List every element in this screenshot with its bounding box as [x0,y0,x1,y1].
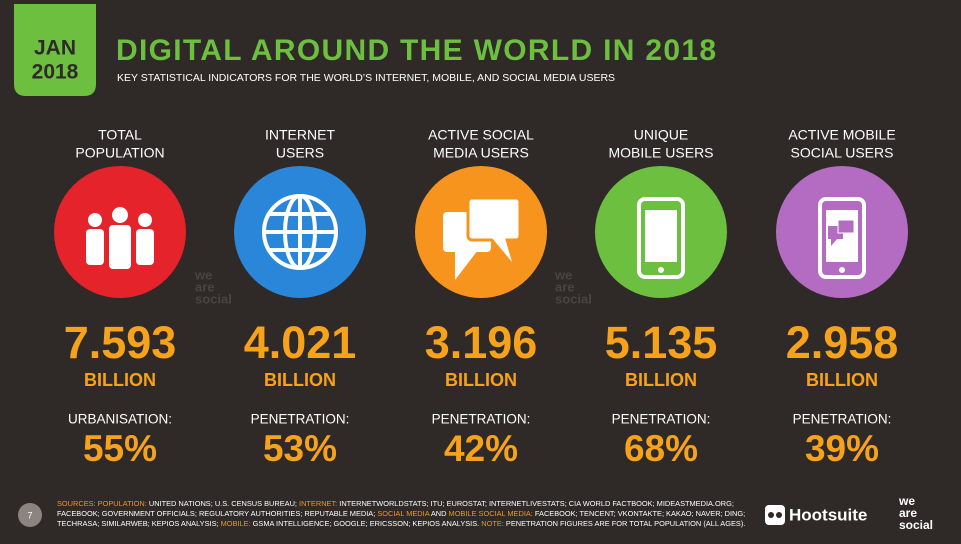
stat-number: 3.196 [425,317,538,368]
source-segment: FACEBOOK; TENCENT; VKONTAKTE; KAKAO; NAV… [57,509,746,528]
icon-chat [443,196,522,280]
sub-label: URBANISATION: [68,412,172,427]
stat-unit: BILLION [625,370,697,390]
icon-mobile-social [818,197,866,279]
stat-unit: BILLION [84,370,156,390]
watermark: are [195,279,215,294]
icon-people [86,207,154,269]
stat-label: TOTAL [98,127,142,143]
page-number: 7 [27,510,32,520]
icon-phone [637,197,685,279]
source-segment: MOBILE SOCIAL MEDIA: [448,509,533,518]
brand-hootsuite: Hootsuite [789,505,867,524]
watermark: social [555,291,592,306]
stat-label: MOBILE USERS [608,145,713,161]
stat-label: USERS [276,145,324,161]
source-segment: SOURCES: POPULATION: [57,499,147,508]
stat-number: 4.021 [244,317,357,368]
subtitle: KEY STATISTICAL INDICATORS FOR THE WORLD… [117,72,615,84]
watermark: social [195,291,232,306]
sub-label: PENETRATION: [432,412,531,427]
watermark: are [555,279,575,294]
sub-value: 53% [263,428,337,469]
source-segment: MOBILE: [220,519,251,528]
stat-label: INTERNET [265,127,335,143]
source-segment: SOCIAL MEDIA [377,509,430,518]
brand-was: we [898,494,915,508]
stat-unit: BILLION [445,370,517,390]
sub-value: 39% [805,428,879,469]
brand-was: are [899,506,917,520]
hootsuite-logo [765,505,785,525]
stat-label: POPULATION [75,145,164,161]
source-segment: INTERNETWORLDSTATS; ITU; EUROSTAT; INTER… [57,499,734,518]
stat-label: ACTIVE SOCIAL [428,127,534,143]
sub-label: PENETRATION: [612,412,711,427]
stat-number: 2.958 [786,317,899,368]
sources: SOURCES: POPULATION: UNITED NATIONS; U.S… [57,499,747,529]
watermark: we [194,267,212,282]
watermark: we [554,267,572,282]
sub-value: 68% [624,428,698,469]
sub-value: 55% [83,428,157,469]
date-badge [14,4,96,96]
stat-unit: BILLION [806,370,878,390]
badge-month: JAN [34,37,76,60]
source-segment: GSMA INTELLIGENCE; GOOGLE; ERICSSON; KEP… [250,519,482,528]
icon-globe [262,194,338,270]
stat-label: MEDIA USERS [433,145,529,161]
source-segment: UNITED NATIONS; U.S. CENSUS BUREAU; [146,499,300,508]
stat-number: 5.135 [605,317,718,368]
sub-label: PENETRATION: [251,412,350,427]
brand-was: social [899,518,933,532]
stat-number: 7.593 [64,317,177,368]
stat-unit: BILLION [264,370,336,390]
title: DIGITAL AROUND THE WORLD IN 2018 [116,34,716,67]
source-segment: INTERNET: [299,499,338,508]
stat-label: ACTIVE MOBILE [788,127,895,143]
badge-year: 2018 [32,61,79,84]
sub-value: 42% [444,428,518,469]
source-segment: NOTE: [481,519,504,528]
stat-label: UNIQUE [634,127,688,143]
stat-label: SOCIAL USERS [791,145,894,161]
page-badge [18,503,42,527]
sub-label: PENETRATION: [793,412,892,427]
source-segment: PENETRATION FIGURES ARE FOR TOTAL POPULA… [503,519,746,528]
source-segment: AND [429,509,449,518]
